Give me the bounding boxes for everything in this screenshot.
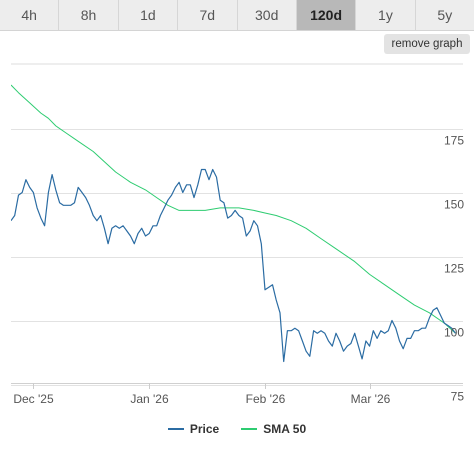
remove-graph-button[interactable]: remove graph: [384, 34, 470, 54]
legend-item-sma-50[interactable]: SMA 50: [241, 420, 306, 438]
range-tab-8h[interactable]: 8h: [59, 0, 119, 30]
range-tab-1y[interactable]: 1y: [356, 0, 416, 30]
y-tick-label: 100: [444, 326, 464, 340]
range-tabbar: 4h 8h 1d 7d 30d 120d 1y 5y: [0, 0, 474, 31]
series-line-sma-50: [11, 84, 456, 334]
y-tick-label: 150: [444, 198, 464, 212]
legend-label-sma-50: SMA 50: [263, 422, 307, 436]
legend-label-price: Price: [189, 422, 220, 436]
series-line-price: [11, 168, 456, 363]
y-tick-label: 125: [444, 262, 464, 276]
range-tab-120d[interactable]: 120d: [296, 0, 357, 30]
legend-swatch-price: [167, 428, 184, 430]
chart-legend: Price SMA 50: [0, 420, 474, 438]
range-tab-7d[interactable]: 7d: [178, 0, 238, 30]
range-tab-5y[interactable]: 5y: [437, 7, 453, 23]
x-tick-label: Jan '26: [130, 392, 169, 406]
y-tick-label: 175: [444, 134, 464, 148]
legend-item-price[interactable]: Price: [167, 420, 220, 438]
legend-swatch-sma-50: [241, 428, 258, 430]
range-tab-1d[interactable]: 1d: [119, 0, 179, 30]
x-tick-label: Feb '26: [246, 392, 286, 406]
range-tab-4h[interactable]: 4h: [0, 0, 60, 30]
range-tab-30d[interactable]: 30d: [238, 0, 297, 30]
x-tick-label: Mar '26: [351, 392, 391, 406]
y-tick-label: 75: [451, 390, 465, 404]
x-tick-label: Dec '25: [13, 392, 54, 406]
